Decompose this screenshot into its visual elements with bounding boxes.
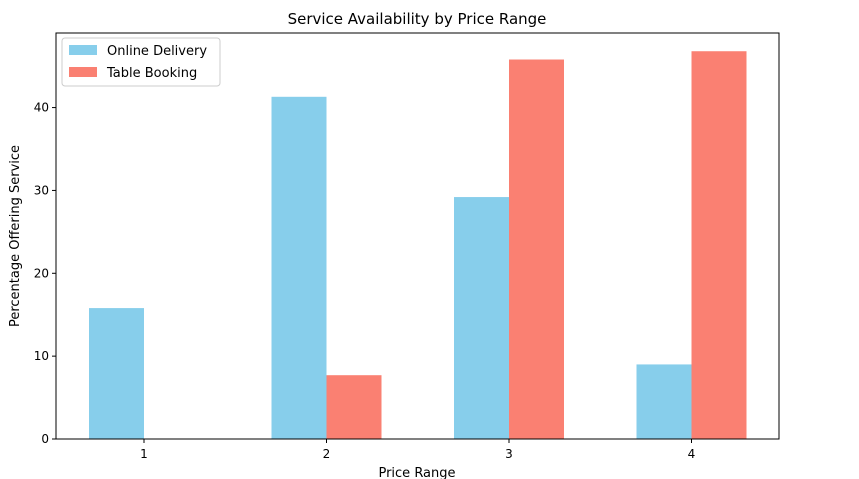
y-axis-ticks: 0 10 20 30 40 [34,101,56,446]
chart-title: Service Availability by Price Range [288,10,547,28]
y-tick-label: 30 [34,183,49,197]
x-axis-ticks: 1 2 3 4 [140,439,695,461]
y-tick-label: 0 [41,432,49,446]
y-axis-label: Percentage Offering Service [8,145,23,327]
bar-online-delivery-1 [89,308,144,439]
legend-label-table-booking: Table Booking [106,66,197,81]
legend-swatch-table-booking [69,67,97,77]
bar-table-booking-3 [509,59,564,440]
y-tick-label: 10 [34,349,49,363]
x-tick-label: 3 [505,447,513,461]
bar-online-delivery-4 [636,364,692,439]
bars-group [89,51,747,440]
x-tick-label: 1 [140,447,148,461]
plot-frame [55,32,780,440]
bar-online-delivery-2 [271,96,327,440]
x-axis-label: Price Range [378,466,455,479]
y-tick-label: 40 [34,101,49,115]
legend-swatch-online-delivery [69,45,97,55]
x-tick-label: 2 [323,447,331,461]
bar-table-booking-4 [691,51,747,439]
legend-frame [61,37,221,87]
legend: Online Delivery Table Booking [61,37,221,87]
x-tick-label: 4 [688,447,696,461]
bar-table-booking-2 [326,375,382,439]
legend-label-online-delivery: Online Delivery [107,44,207,59]
y-tick-label: 20 [34,266,49,280]
bar-online-delivery-3 [454,197,509,439]
